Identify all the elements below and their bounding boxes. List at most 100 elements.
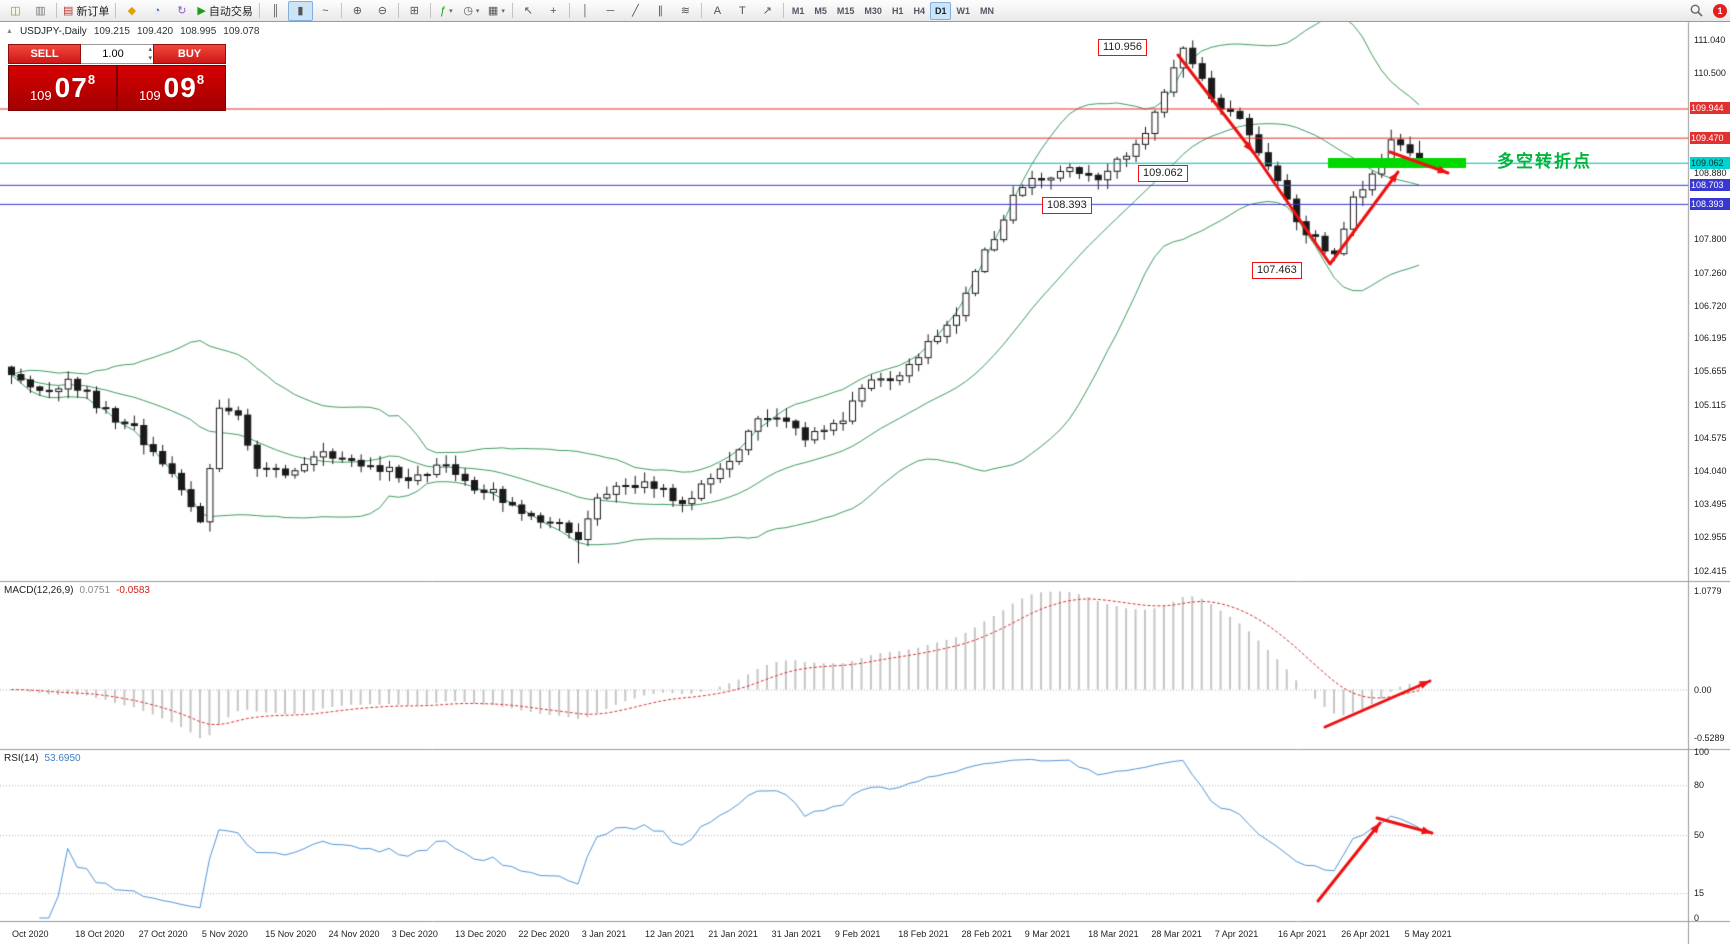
vertical-line-button[interactable]: │	[573, 1, 598, 21]
symbol-info: ▲ USDJPY-,Daily 109.215 109.420 108.995 …	[6, 26, 259, 37]
date-axis-label: 12 Jan 2021	[645, 929, 695, 939]
price-axis-label: 104.040	[1694, 465, 1727, 476]
sell-button[interactable]: SELL	[8, 44, 81, 64]
lot-size-input[interactable]	[81, 47, 153, 61]
macd-axis-label: -0.5289	[1694, 732, 1725, 743]
price-annotation-box[interactable]: 110.956	[1098, 39, 1147, 56]
price-line-tag[interactable]: 109.944	[1690, 102, 1730, 115]
data-window-button[interactable]: ◔	[144, 1, 169, 21]
new-order-button[interactable]: ▤ 新订单	[60, 1, 112, 21]
price-line-tag[interactable]: 109.062	[1690, 156, 1730, 169]
timeframe-m15[interactable]: M15	[836, 5, 855, 16]
toolbar-separator	[700, 3, 702, 18]
date-axis-label: 26 Apr 2021	[1341, 929, 1390, 939]
rsi-axis-label: 0	[1694, 913, 1700, 923]
timeframe-h4[interactable]: H4	[913, 5, 925, 16]
price-line-tag[interactable]: 108.393	[1690, 197, 1730, 210]
lot-increase-icon[interactable]: ▴	[148, 46, 152, 53]
date-axis-label: Oct 2020	[12, 929, 49, 939]
date-axis-label: 5 May 2021	[1404, 929, 1452, 939]
text-button[interactable]: A	[705, 1, 730, 21]
timeframe-mn[interactable]: MN	[979, 5, 994, 16]
periods-dropdown-icon[interactable]: ▾	[475, 7, 480, 15]
indicators-button[interactable]: ƒ ▾	[434, 1, 459, 21]
timeframe-h1[interactable]: H1	[891, 5, 904, 16]
macd-axis-label: 1.0779	[1694, 586, 1722, 597]
toolbar: ◫ ▥ ▤ 新订单 ◆ ◔ ↻ ▶ 自动交易 ║ ▮ ~ ⊕ ⊖ ⊞ ƒ ▾ ◷ ▾ ▦ ▾ ↖ + │ ─ ╱ ∥ ≋ A T ↗ M1 M5…	[0, 0, 1730, 22]
candlestick-mode-button[interactable]: ▮	[287, 0, 313, 21]
price-axis-label: 108.880	[1694, 167, 1727, 178]
tile-windows-icon: ⊞	[409, 4, 419, 17]
price-axis-label: 104.575	[1694, 432, 1727, 443]
timeframe-m30[interactable]: M30	[864, 5, 882, 16]
ohlc-low: 108.995	[180, 26, 217, 37]
sell-price-tile[interactable]: 109 07 8	[8, 65, 117, 111]
buy-button[interactable]: BUY	[153, 44, 226, 64]
price-line-tag[interactable]: 109.470	[1690, 131, 1730, 144]
buy-price-tile[interactable]: 109 09 8	[117, 65, 226, 111]
autotrading-button[interactable]: ▶ 自动交易	[194, 1, 255, 21]
cursor-button[interactable]: ↖	[516, 1, 541, 21]
lot-size-field: ▴ ▾	[81, 44, 153, 64]
horizontal-line-button[interactable]: ─	[598, 1, 623, 21]
line-chart-mode-button[interactable]: ~	[313, 1, 338, 21]
new-chart-icon: ◫	[10, 4, 21, 17]
timeframe-m1[interactable]: M1	[791, 5, 805, 16]
toolbar-separator	[258, 3, 260, 18]
fibonacci-icon: ≋	[680, 4, 690, 17]
price-annotation-box[interactable]: 108.393	[1042, 197, 1092, 214]
macd-signal-value: -0.0583	[116, 585, 150, 596]
strategy-tester-button[interactable]: ↻	[169, 1, 194, 21]
text-label-icon: T	[739, 4, 746, 17]
toolbar-separator	[782, 3, 784, 18]
trendline-button[interactable]: ╱	[623, 1, 648, 21]
price-annotation-box[interactable]: 109.062	[1138, 165, 1188, 182]
chart-profiles-button[interactable]: ▥	[28, 1, 53, 21]
price-annotation-box[interactable]: 107.463	[1252, 262, 1302, 279]
timeframe-w1[interactable]: W1	[956, 5, 970, 16]
bar-chart-mode-button[interactable]: ║	[263, 1, 288, 21]
templates-dropdown-icon[interactable]: ▾	[501, 7, 505, 15]
lot-decrease-icon[interactable]: ▾	[148, 55, 152, 62]
market-watch-button[interactable]: ◆	[119, 1, 144, 21]
templates-icon: ▦	[487, 4, 499, 17]
toolbar-separator	[429, 3, 431, 18]
pivot-note-text[interactable]: 多空转折点	[1497, 152, 1592, 171]
periods-icon: ◷	[463, 4, 473, 17]
chart-profiles-icon: ▥	[35, 4, 46, 17]
new-order-icon: ▤	[63, 4, 74, 17]
lot-spinner[interactable]: ▴ ▾	[148, 45, 152, 63]
price-axis-label: 105.655	[1694, 366, 1727, 377]
tile-windows-button[interactable]: ⊞	[402, 1, 427, 21]
timeframe-m5[interactable]: M5	[814, 5, 827, 16]
zoom-out-icon: ⊖	[377, 4, 387, 17]
crosshair-button[interactable]: +	[541, 1, 566, 21]
templates-button[interactable]: ▦ ▾	[484, 1, 509, 21]
toolbar-separator	[340, 3, 342, 18]
price-axis-label: 102.415	[1694, 565, 1727, 576]
ask-prefix: 109	[138, 88, 161, 103]
new-chart-button[interactable]: ◫	[3, 1, 28, 21]
indicators-dropdown-icon[interactable]: ▾	[449, 7, 453, 15]
equidistant-channel-button[interactable]: ∥	[648, 1, 673, 21]
price-axis-label: 107.800	[1694, 234, 1727, 245]
notification-badge[interactable]: 1	[1713, 3, 1727, 18]
rsi-axis-label: 50	[1694, 830, 1705, 840]
horizontal-line-icon: ─	[606, 4, 615, 17]
search-button[interactable]	[1684, 1, 1709, 21]
macd-main-value: 0.0751	[79, 585, 111, 596]
text-label-button[interactable]: T	[730, 1, 755, 21]
fibonacci-button[interactable]: ≋	[673, 1, 698, 21]
arrows-tool-button[interactable]: ↗	[755, 1, 780, 21]
price-line-tag[interactable]: 108.703	[1690, 178, 1730, 191]
timeframe-d1[interactable]: D1	[929, 1, 952, 20]
date-axis-label: 28 Feb 2021	[961, 929, 1013, 939]
toolbar-separator	[115, 3, 117, 18]
text-icon: A	[713, 4, 722, 17]
zoom-out-button[interactable]: ⊖	[370, 1, 395, 21]
periods-button[interactable]: ◷ ▾	[459, 1, 484, 21]
zoom-in-button[interactable]: ⊕	[345, 1, 370, 21]
date-axis-label: 31 Jan 2021	[771, 929, 822, 939]
